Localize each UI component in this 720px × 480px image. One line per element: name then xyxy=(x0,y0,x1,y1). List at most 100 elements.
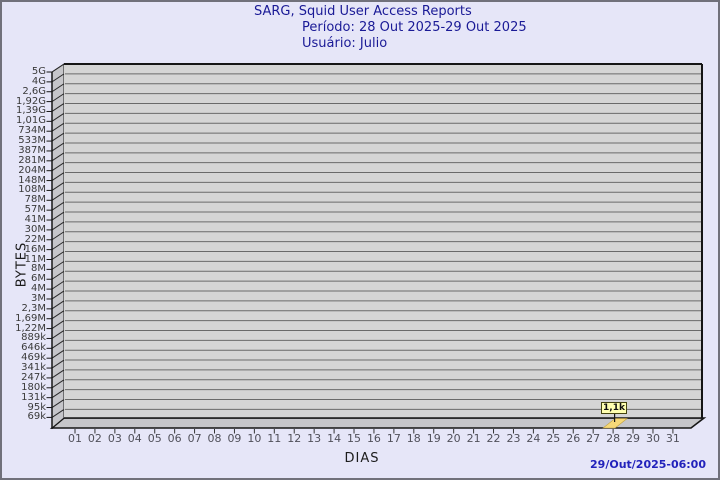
side-wall-ridge xyxy=(51,201,65,211)
x-tick-label: 20 xyxy=(446,432,461,445)
side-wall-ridge xyxy=(51,290,65,300)
x-tick-label: 07 xyxy=(187,432,202,445)
y-tick-label: 247k xyxy=(21,371,46,383)
x-tick-label: 28 xyxy=(606,432,621,445)
side-wall-ridge xyxy=(51,369,65,379)
y-tick-label: 131k xyxy=(21,391,46,403)
x-tick-label: 17 xyxy=(386,432,401,445)
x-tick-label: 09 xyxy=(227,432,242,445)
x-tick-label: 29 xyxy=(626,432,641,445)
side-wall-ridge xyxy=(51,112,65,122)
x-tick-label: 14 xyxy=(327,432,342,445)
plot-back-wall xyxy=(64,64,702,418)
x-tick-label: 24 xyxy=(526,432,541,445)
chart-user: Usuário: Julio xyxy=(302,36,388,51)
side-wall-ridge xyxy=(51,349,65,359)
y-tick-label: 148M xyxy=(18,174,46,186)
y-tick-label: 3M xyxy=(31,292,46,304)
side-wall-ridge xyxy=(51,270,65,280)
y-tick-label: 22M xyxy=(24,233,46,245)
side-wall-ridge xyxy=(51,83,65,93)
side-wall-ridge xyxy=(51,379,65,389)
y-tick-label: 387M xyxy=(18,144,46,156)
side-wall-ridge xyxy=(51,359,65,369)
side-wall-ridge xyxy=(51,389,65,399)
y-tick-label: 1,69M xyxy=(15,312,46,324)
y-tick-label: 30M xyxy=(24,223,46,235)
side-wall-ridge xyxy=(51,300,65,310)
y-tick-label: 1,01G xyxy=(15,115,46,127)
y-tick-label: 2,3M xyxy=(21,302,46,314)
x-tick-label: 11 xyxy=(267,432,282,445)
side-wall-ridge xyxy=(51,103,65,112)
side-wall-ridge xyxy=(51,330,65,339)
x-tick-label: 30 xyxy=(645,432,660,445)
side-wall-ridge xyxy=(51,132,65,142)
x-tick-label: 03 xyxy=(107,432,122,445)
x-tick-label: 06 xyxy=(167,432,182,445)
side-wall-ridge xyxy=(51,63,65,73)
side-wall-ridge xyxy=(51,191,65,201)
x-axis-title: DIAS xyxy=(344,451,380,466)
side-wall-ridge xyxy=(51,241,65,251)
y-tick-label: 69k xyxy=(27,411,46,423)
x-tick-label: 05 xyxy=(147,432,162,445)
x-tick-label: 25 xyxy=(546,432,561,445)
y-tick-label: 1,22M xyxy=(15,322,46,334)
x-tick-label: 16 xyxy=(366,432,381,445)
x-tick-label: 13 xyxy=(307,432,322,445)
y-tick-label: 16M xyxy=(24,243,46,255)
y-tick-label: 95k xyxy=(27,401,46,413)
y-tick-label: 41M xyxy=(24,214,46,226)
y-tick-label: 108M xyxy=(18,184,46,196)
y-tick-label: 2,6G xyxy=(22,85,46,97)
y-tick-label: 5G xyxy=(31,66,46,77)
y-tick-label: 1,39G xyxy=(15,105,46,117)
side-wall-ridge xyxy=(51,142,65,152)
side-wall-ridge xyxy=(51,152,65,162)
y-tick-label: 734M xyxy=(18,125,46,137)
side-wall-ridge xyxy=(51,231,65,241)
y-tick-label: 1,92G xyxy=(15,95,46,107)
side-wall-ridge xyxy=(51,280,65,290)
y-tick-label: 180k xyxy=(21,381,46,393)
y-tick-label: 8M xyxy=(31,263,46,275)
x-tick-label: 15 xyxy=(347,432,362,445)
generation-timestamp: 29/Out/2025-06:00 xyxy=(590,458,706,471)
x-tick-label: 19 xyxy=(426,432,441,445)
y-tick-label: 4M xyxy=(31,283,46,295)
y-tick-label: 11M xyxy=(24,253,46,265)
y-tick-label: 469k xyxy=(21,352,46,364)
x-tick-label: 27 xyxy=(586,432,601,445)
value-flag: 1,1k xyxy=(601,402,627,414)
side-wall-ridge xyxy=(51,93,65,103)
side-wall-ridge xyxy=(51,182,65,191)
y-tick-label: 281M xyxy=(18,154,46,166)
y-tick-label: 57M xyxy=(24,204,46,216)
side-wall-ridge xyxy=(51,339,65,349)
side-wall-ridge xyxy=(51,251,65,260)
x-tick-label: 23 xyxy=(506,432,521,445)
x-tick-label: 02 xyxy=(87,432,102,445)
x-tick-label: 21 xyxy=(466,432,481,445)
y-tick-label: 341k xyxy=(21,362,46,374)
side-wall-ridge xyxy=(51,310,65,320)
side-wall-ridge xyxy=(51,260,65,270)
chart-period: Período: 28 Out 2025-29 Out 2025 xyxy=(302,20,527,35)
side-wall-ridge xyxy=(51,320,65,329)
y-tick-label: 533M xyxy=(18,135,46,147)
x-tick-label: 26 xyxy=(566,432,581,445)
x-tick-label: 31 xyxy=(665,432,680,445)
y-tick-label: 646k xyxy=(21,342,46,354)
y-tick-label: 889k xyxy=(21,332,46,344)
side-wall-ridge xyxy=(51,211,65,221)
chart-title: SARG, Squid User Access Reports xyxy=(254,4,472,19)
side-wall-ridge xyxy=(51,122,65,132)
data-bar xyxy=(602,418,628,429)
x-tick-label: 12 xyxy=(287,432,302,445)
side-wall-ridge xyxy=(51,172,65,181)
x-tick-label: 01 xyxy=(68,432,82,445)
side-wall-ridge xyxy=(51,408,65,418)
